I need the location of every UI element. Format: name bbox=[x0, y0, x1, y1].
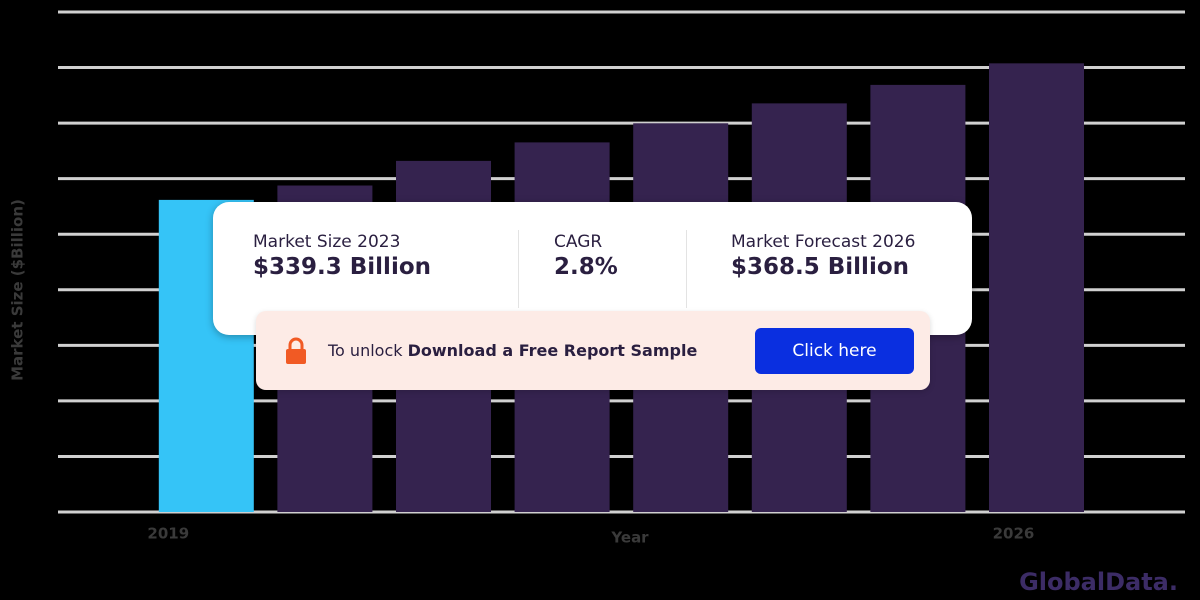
stat-label: Market Forecast 2026 bbox=[731, 232, 916, 252]
stat-value: $339.3 Billion bbox=[253, 254, 432, 280]
brand-logo: GlobalData. bbox=[1019, 568, 1178, 596]
separator bbox=[686, 230, 687, 308]
banner-text: To unlock Download a Free Report Sample bbox=[328, 341, 697, 360]
banner-bold: Download a Free Report Sample bbox=[407, 341, 698, 360]
unlock-banner: To unlock Download a Free Report Sample … bbox=[256, 311, 930, 390]
stat-value: $368.5 Billion bbox=[731, 254, 910, 280]
stat-label: Market Size 2023 bbox=[253, 232, 401, 252]
x-axis-label: Year bbox=[610, 529, 649, 547]
x-tick-label: 2026 bbox=[993, 525, 1035, 543]
stat-label: CAGR bbox=[554, 232, 603, 252]
x-tick-label: 2019 bbox=[147, 525, 189, 543]
y-axis-label: Market Size ($Billion) bbox=[9, 199, 27, 381]
stat: CAGR 2.8% bbox=[554, 232, 618, 280]
lock-icon bbox=[286, 337, 306, 364]
banner-prefix: To unlock bbox=[328, 341, 403, 360]
click-button[interactable]: Click here bbox=[755, 328, 914, 374]
stat-value: 2.8% bbox=[554, 254, 618, 280]
separator bbox=[518, 230, 519, 308]
stat: Market Size 2023 $339.3 Billion bbox=[253, 232, 431, 280]
bar bbox=[989, 63, 1084, 512]
stat: Market Forecast 2026 $368.5 Billion bbox=[731, 232, 915, 280]
